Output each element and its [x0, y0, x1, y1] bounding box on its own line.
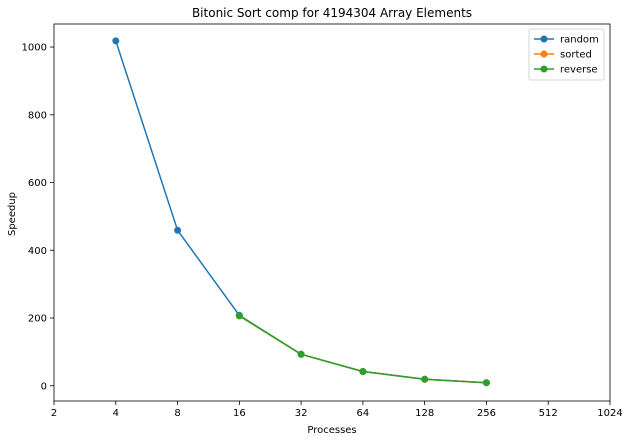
legend-box	[528, 28, 605, 81]
y-tick-label: 200	[28, 314, 47, 325]
x-tick-label: 512	[539, 408, 558, 419]
legend-label-reverse: reverse	[560, 65, 598, 76]
y-tick-label: 400	[28, 246, 47, 257]
legend-marker-sorted	[540, 50, 548, 58]
y-tick-label: 0	[41, 381, 47, 392]
legend-label-sorted: sorted	[560, 50, 592, 61]
x-tick-label: 1024	[597, 408, 622, 419]
x-tick-label: 32	[295, 408, 308, 419]
chart-title: Bitonic Sort comp for 4194304 Array Elem…	[192, 6, 472, 20]
y-tick-label: 1000	[22, 43, 47, 54]
x-tick-label: 64	[357, 408, 370, 419]
data-point-random	[174, 226, 182, 234]
x-axis-label: Processes	[307, 425, 356, 436]
series-line-random	[115, 40, 487, 384]
x-tick-label: 8	[174, 408, 180, 419]
data-point-random	[112, 37, 120, 45]
legend-marker-random	[540, 35, 548, 43]
legend-marker-reverse	[540, 65, 548, 73]
x-tick-label: 16	[233, 408, 246, 419]
data-point-reverse	[482, 379, 490, 387]
plot-area	[112, 37, 490, 387]
x-tick-label: 2	[51, 408, 57, 419]
y-axis-label: Speedup	[7, 192, 18, 236]
data-point-reverse	[297, 350, 305, 358]
legend-label-random: random	[560, 35, 599, 46]
x-tick-label: 128	[415, 408, 434, 419]
data-point-reverse	[421, 375, 429, 383]
plot-frame	[53, 23, 611, 402]
x-tick-label: 256	[477, 408, 496, 419]
data-point-reverse	[235, 312, 243, 320]
legend: random sorted reverse	[528, 28, 605, 81]
y-tick-label: 800	[28, 110, 47, 121]
y-tick-label: 600	[28, 178, 47, 189]
axes: 2 4 8 16 32 64 128 256 512 1024 0 200 400 600 800 1000	[22, 23, 623, 419]
data-point-reverse	[359, 368, 367, 375]
x-tick-label: 4	[113, 408, 119, 419]
